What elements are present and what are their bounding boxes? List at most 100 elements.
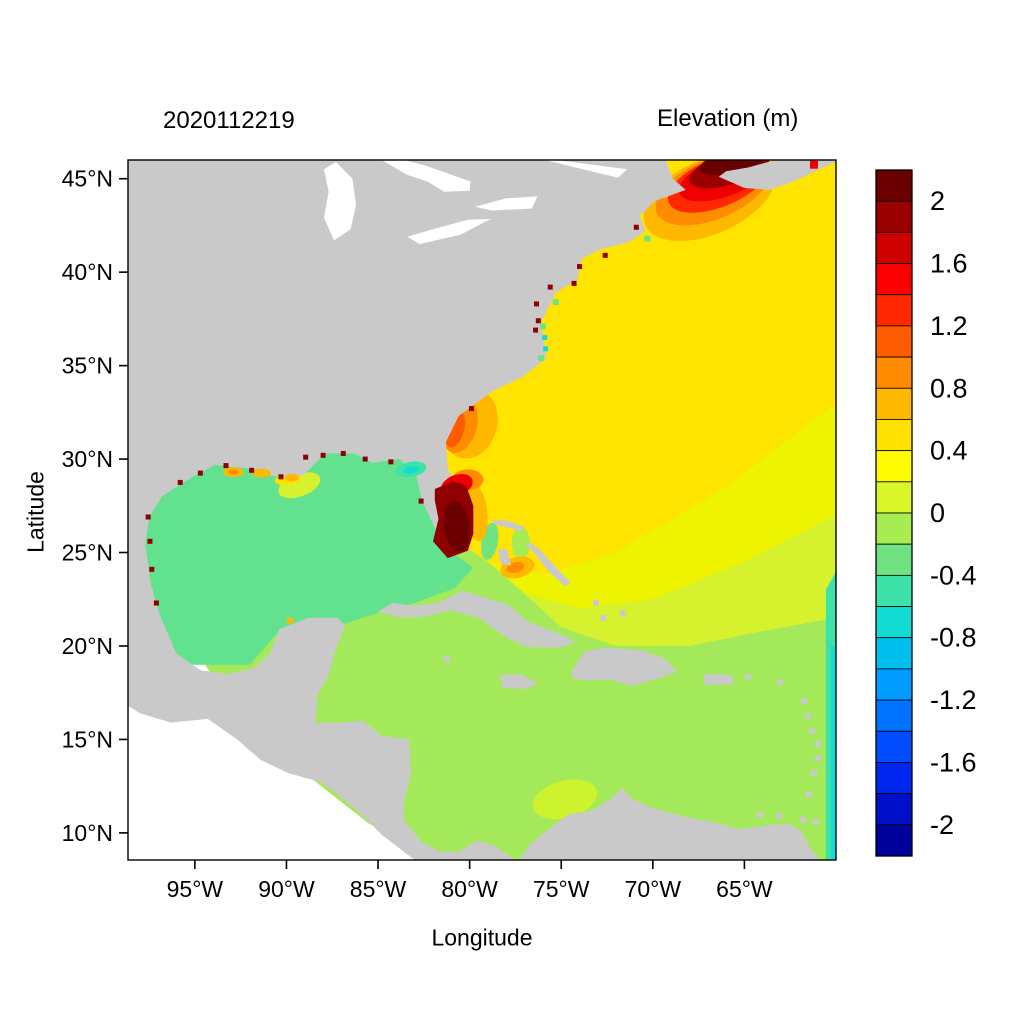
island-specks (800, 816, 807, 823)
colorbar-label: 0.4 (930, 436, 968, 466)
island-specks (776, 813, 783, 820)
louisiana-orange-1 (227, 469, 239, 475)
coastal-dark-red-specks (633, 224, 639, 230)
louisiana-amber-3 (284, 474, 300, 482)
coastal-green-specks (552, 299, 559, 306)
x-tick-label: 85°W (350, 876, 407, 902)
island-specks (805, 791, 812, 798)
colorbar-cell (875, 824, 913, 857)
coastal-dark-red-specks (388, 459, 394, 465)
island-specks (600, 614, 607, 621)
island-specks (443, 656, 450, 663)
coastal-cyan-specks (543, 346, 549, 352)
coastal-dark-red-specks (571, 280, 577, 286)
hispaniola-land (571, 647, 677, 687)
coastal-dark-red-specks (303, 454, 309, 460)
pacific-outside-domain (128, 552, 443, 860)
colorbar-label: 2 (930, 186, 945, 216)
jamaica-land (499, 674, 539, 689)
colorbar-label: 1.2 (930, 311, 968, 341)
x-axis-label: Longitude (431, 924, 533, 951)
coastal-dark-red-specks (147, 538, 153, 544)
cuba-land (378, 590, 576, 648)
colorbar-cell (875, 325, 913, 358)
colorbar-label: 0 (930, 498, 945, 528)
coastal-dark-red-specks (418, 498, 424, 504)
st-lawrence-river (544, 160, 628, 178)
island-specks (777, 679, 784, 686)
yucatan-amber-speck (287, 617, 294, 624)
x-tick-label: 75°W (533, 876, 590, 902)
coastal-dark-red-specks (153, 600, 159, 606)
coastal-dark-red-specks (177, 479, 183, 485)
coastal-green-specks (539, 323, 546, 330)
colorbar-cell (875, 606, 913, 639)
colorbar-cell (875, 450, 913, 483)
y-tick-label: 10°N (62, 820, 113, 846)
y-tick-label: 40°N (62, 259, 113, 285)
south-florida-darkest-red (443, 501, 470, 552)
island-specks (814, 755, 821, 762)
puerto-rico-land (703, 674, 734, 686)
lake-michigan (324, 161, 357, 241)
colorbar-cell (875, 356, 913, 389)
coastal-dark-red-specks (320, 452, 326, 458)
colorbar-label: 0.8 (930, 373, 968, 403)
colorbar-cell (875, 637, 913, 670)
andros-land (498, 548, 511, 566)
colorbar-cell (875, 793, 913, 826)
island-specks (804, 713, 811, 720)
island-specks (809, 728, 816, 735)
coastal-dark-red-specks (197, 470, 203, 476)
coastal-dark-red-specks (145, 514, 151, 520)
island-specks (800, 698, 807, 705)
colorbar-label: -1.2 (930, 685, 977, 715)
colorbar-cell (875, 699, 913, 732)
colorbar-label: -2 (930, 810, 954, 840)
south-america-land (519, 788, 820, 860)
plot-frame (127, 159, 837, 861)
colorbar-cell (875, 730, 913, 763)
coastal-dark-red-specks (533, 327, 539, 333)
coastal-green-specks (644, 235, 651, 242)
island-specks (593, 599, 600, 606)
coastal-dark-red-specks (340, 450, 346, 456)
colorbar-cell (875, 294, 913, 327)
elevation-title: Elevation (m) (657, 105, 799, 132)
y-tick-label: 35°N (62, 353, 113, 379)
colorbar-label: -1.6 (930, 747, 977, 777)
colorbar-cell (875, 668, 913, 701)
eleuthera-arc-land (526, 542, 571, 587)
island-specks (812, 818, 819, 825)
nova-scotia-red-dot (810, 160, 819, 169)
island-specks (619, 610, 626, 617)
lake-erie (407, 218, 491, 245)
island-specks (811, 770, 818, 777)
colorbar-cell (875, 512, 913, 545)
island-specks (814, 741, 821, 748)
y-tick-label: 45°N (62, 166, 113, 192)
y-tick-label: 25°N (62, 540, 113, 566)
big-bend-cyan-patch (403, 466, 419, 474)
colorbar-label: 1.6 (930, 249, 968, 279)
east-edge-cyan-strip (830, 646, 836, 860)
colorbar-label: -0.8 (930, 623, 977, 653)
atlantic-yellow-east-band (488, 403, 836, 609)
lake-huron (381, 160, 471, 192)
timestamp-title: 2020112219 (163, 107, 295, 134)
y-tick-label: 30°N (62, 446, 113, 472)
coastal-dark-red-specks (468, 406, 474, 412)
x-tick-label: 90°W (258, 876, 315, 902)
colorbar-cell (875, 263, 913, 296)
louisiana-amber-2 (252, 468, 271, 478)
bahamas-orange-core (506, 561, 525, 574)
island-specks (756, 812, 763, 819)
lake-ontario (475, 196, 538, 211)
colorbar-cell (875, 543, 913, 576)
colorbar-cell (875, 574, 913, 607)
island-specks (745, 673, 752, 680)
colorbar-cell (875, 231, 913, 264)
coastal-dark-red-specks (602, 252, 608, 258)
